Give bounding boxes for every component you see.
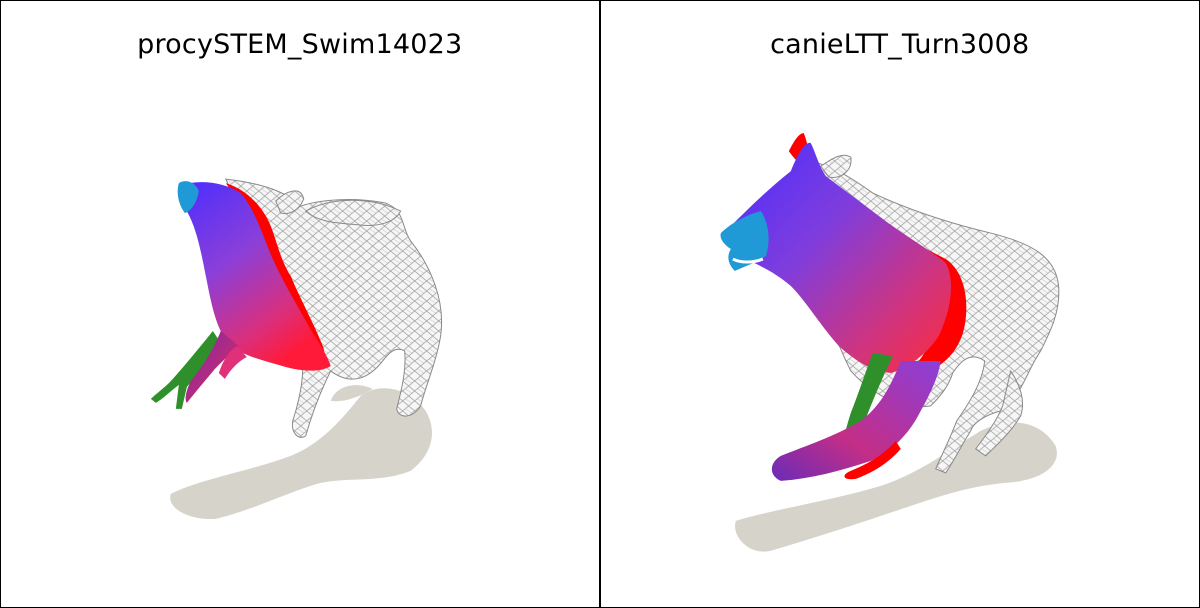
panel-title: canieLTT_Turn3008 (770, 29, 1030, 60)
gradient-body (178, 182, 331, 371)
mesh-rear-leg (974, 369, 1023, 457)
head-snout (720, 211, 769, 272)
shadow-tail (330, 385, 373, 402)
front-leg-red (843, 440, 901, 480)
shadow (734, 422, 1057, 552)
panel-title: procySTEM_Swim14023 (137, 29, 463, 60)
mesh-tail (304, 199, 402, 226)
render-panel-right: canieLTT_Turn3008 (600, 1, 1199, 607)
canid-render (720, 133, 1059, 552)
mesh-ear (819, 154, 851, 178)
gradient-body (729, 142, 951, 373)
shadow (170, 388, 432, 520)
head-snout (177, 181, 199, 214)
front-paw (218, 345, 247, 379)
render-panel-left: procySTEM_Swim14023 (1, 1, 601, 607)
mesh-ear (275, 190, 305, 215)
front-leg (185, 330, 239, 403)
green-leg (150, 330, 223, 409)
mouth-line (731, 257, 763, 264)
front-leg (771, 360, 941, 481)
procyon-render (150, 178, 443, 520)
